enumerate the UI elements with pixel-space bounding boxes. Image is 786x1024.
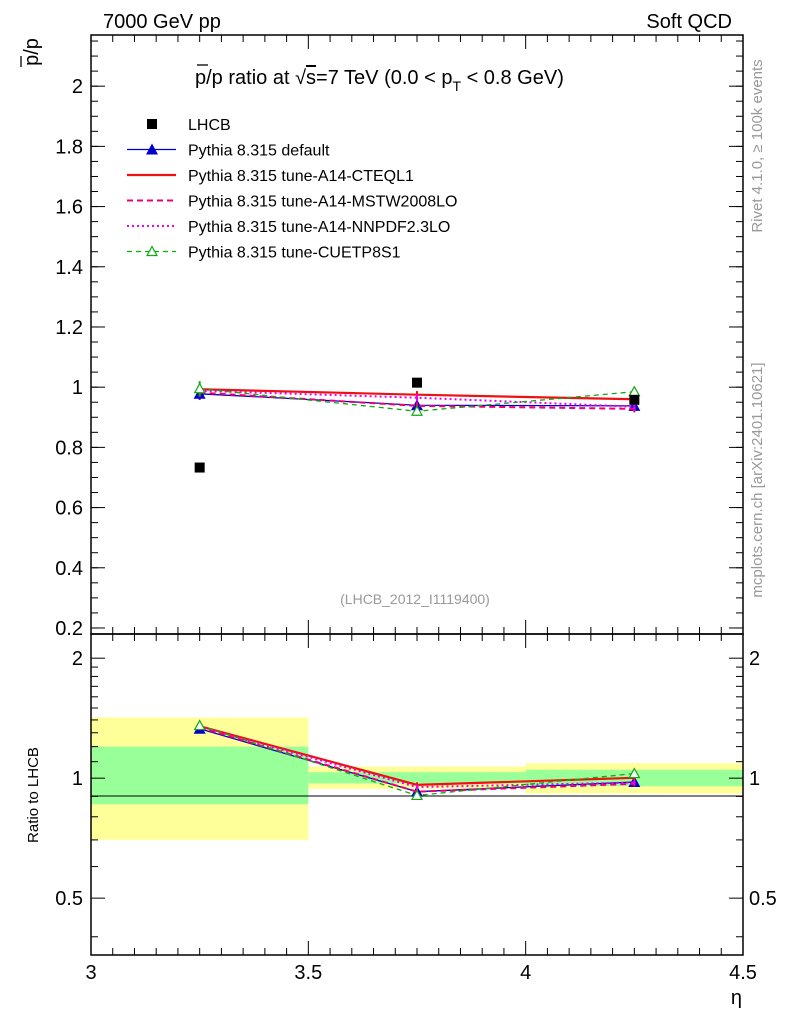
ratio-ytick-label-right: 0.5 xyxy=(749,888,777,910)
triangle-marker xyxy=(146,143,158,155)
lhcb-data-point xyxy=(194,462,205,473)
svg-text:p/p ratio at √s=7 TeV (0.0 < p: p/p ratio at √s=7 TeV (0.0 < pT < 0.8 Ge… xyxy=(195,67,564,94)
ratio-xtick-label: 3 xyxy=(85,962,96,984)
analysis-label: (LHCB_2012_I1119400) xyxy=(340,591,490,607)
open-triangle-marker xyxy=(410,789,424,801)
title-s: s xyxy=(306,67,316,89)
main-ytick-label: 1.8 xyxy=(55,136,83,158)
title-mid: =7 TeV (0.0 < p xyxy=(316,67,452,89)
plot-title: p/p ratio at √s=7 TeV (0.0 < pT < 0.8 Ge… xyxy=(195,64,564,94)
main-ytick-label: 1 xyxy=(72,377,83,399)
x-axis-label: η xyxy=(731,987,742,1009)
legend-label: Pythia 8.315 tune-A14-MSTW2008LO xyxy=(188,194,457,211)
ratio-panel: 0.5 0.5 1 1 2 2 3 3.5 4 4.5 Ratio to LHCB η xyxy=(25,633,777,1009)
open-triangle-marker xyxy=(145,245,159,257)
ratio-xtick-label: 4 xyxy=(520,962,531,984)
title-sqrt: √ xyxy=(295,67,306,89)
uncertainty-band-green xyxy=(91,746,309,805)
mcplots-label: mcplots.cern.ch [arXiv:2401.10621] xyxy=(749,362,766,597)
lhcb-data-point xyxy=(629,394,640,405)
rivet-label: Rivet 4.1.0, ≥ 100k events xyxy=(749,59,766,232)
ratio-ytick-label-right: 1 xyxy=(749,768,760,790)
legend-label: LHCB xyxy=(188,117,231,134)
main-ytick-label: 0.6 xyxy=(55,498,83,520)
main-ytick-label: 1.2 xyxy=(55,317,83,339)
ratio-series-pythia-8-315-tune-cuetp8s1 xyxy=(193,719,641,801)
open-triangle-marker xyxy=(410,405,424,416)
ratio-ytick-label: 0.5 xyxy=(55,888,83,910)
title-sub: T xyxy=(452,78,461,94)
main-ytick-label: 0.8 xyxy=(55,437,83,459)
legend-label: Pythia 8.315 tune-A14-CTEQL1 xyxy=(188,168,414,185)
main-panel: 0.2 0.4 0.6 0.8 1 1.2 1.4 1.6 1.8 2 p/p p/p ratio… xyxy=(20,34,744,640)
main-y-axis: 0.2 0.4 0.6 0.8 1 1.2 1.4 1.6 1.8 2 xyxy=(55,35,744,640)
legend-label: Pythia 8.315 tune-CUETP8S1 xyxy=(188,245,401,262)
main-ytick-label: 0.2 xyxy=(55,618,83,640)
open-triangle-marker xyxy=(628,385,641,397)
main-ytick-label: 1.6 xyxy=(55,197,83,219)
main-ytick-label: 2 xyxy=(72,76,83,98)
legend-label: Pythia 8.315 default xyxy=(188,143,330,160)
ratio-ytick-label: 2 xyxy=(72,648,83,670)
legend: LHCB Pythia 8.315 default Pythia 8.315 tun… xyxy=(127,117,457,262)
lhcb-data-point xyxy=(412,377,422,388)
main-series xyxy=(193,377,641,473)
main-ylabel-text: p/p xyxy=(21,38,43,66)
series-pythia-8-315-tune-cuetp8s1 xyxy=(193,381,641,416)
open-triangle-marker xyxy=(193,382,206,394)
header-right: Soft QCD xyxy=(646,11,732,33)
uncertainty-band-green xyxy=(308,772,526,784)
ratio-axes: 0.5 0.5 1 1 2 2 3 3.5 4 4.5 xyxy=(55,634,777,984)
title-prefix: p/p ratio at xyxy=(195,67,295,89)
open-triangle-marker xyxy=(628,767,641,779)
open-triangle-marker xyxy=(193,719,206,731)
title-end: < 0.8 GeV) xyxy=(461,67,564,89)
ratio-ytick-label-right: 2 xyxy=(749,648,760,670)
legend-label: Pythia 8.315 tune-A14-NNPDF2.3LO xyxy=(188,219,450,236)
ratio-bands xyxy=(91,717,743,840)
ratio-series xyxy=(193,719,641,801)
series-line xyxy=(199,391,635,410)
main-ylabel: p/p xyxy=(20,38,43,67)
ratio-xtick-label: 4.5 xyxy=(729,962,757,984)
header-left: 7000 GeV pp xyxy=(103,11,221,33)
ratio-xtick-label: 3.5 xyxy=(294,962,322,984)
legend-marker-lhcb xyxy=(147,119,157,129)
ratio-ylabel: Ratio to LHCB xyxy=(25,747,42,843)
main-ytick-label: 0.4 xyxy=(55,558,83,580)
ratio-ytick-label: 1 xyxy=(72,768,83,790)
main-ytick-label: 1.4 xyxy=(55,257,83,279)
